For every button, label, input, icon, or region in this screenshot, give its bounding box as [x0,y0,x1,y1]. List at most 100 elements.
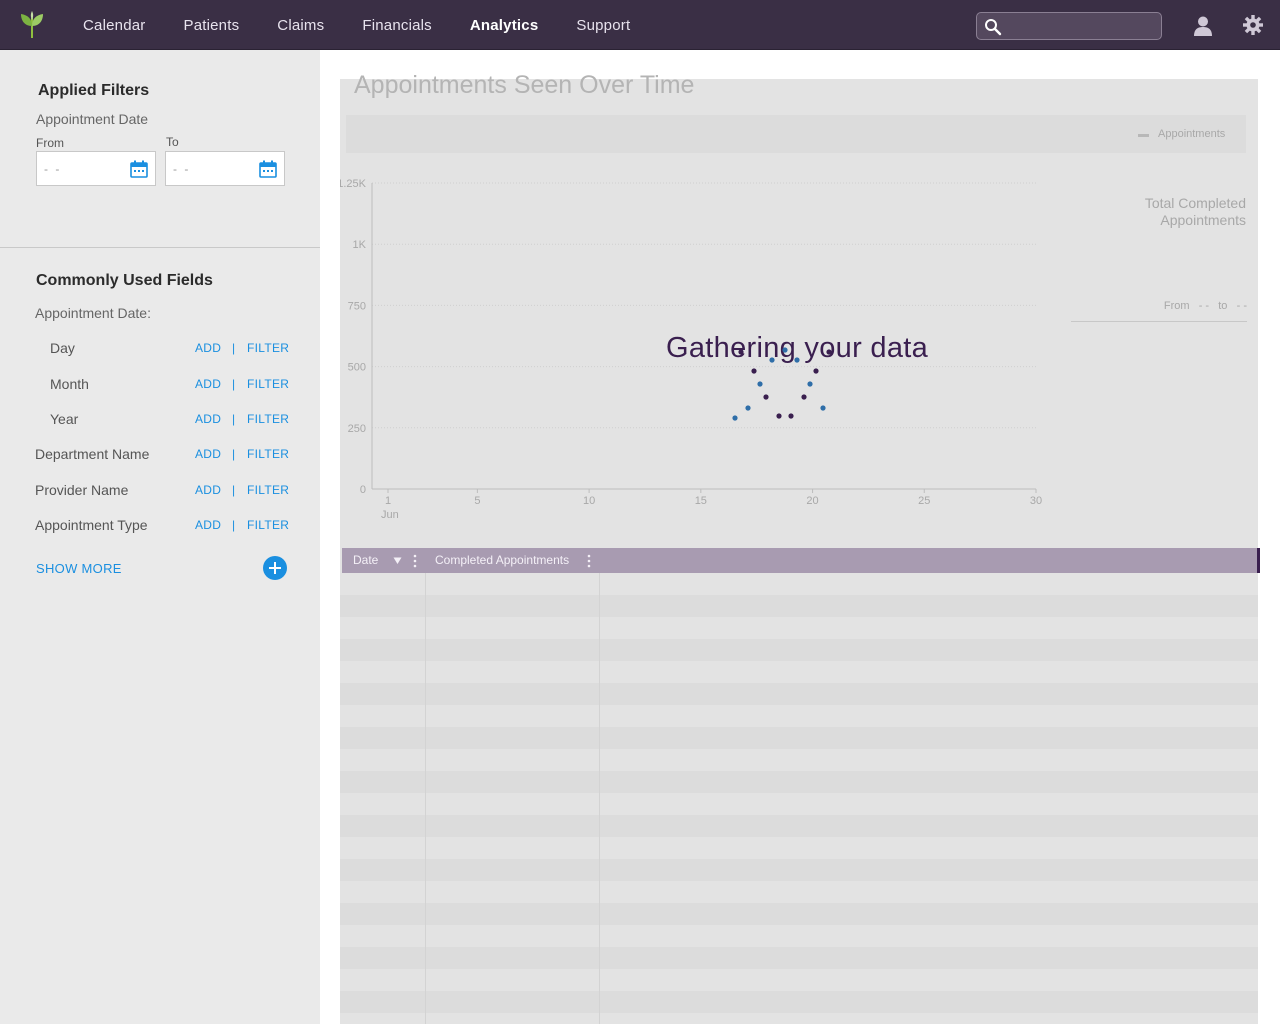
range-to-label: to [1218,300,1228,312]
column-header-date[interactable]: Date [353,553,379,567]
field-label-department-name: Department Name [35,446,150,462]
filter-button[interactable]: FILTER [247,447,290,461]
table-row [340,595,1258,617]
column-menu-icon[interactable] [585,554,593,568]
filter-button[interactable]: FILTER [247,412,290,426]
table-row [340,749,1258,771]
filter-button[interactable]: FILTER [247,377,290,391]
table-row [340,639,1258,661]
spinner-dot [769,357,775,363]
spinner-dot [763,394,769,400]
leaf-logo-icon[interactable] [18,10,46,40]
user-icon[interactable] [1192,15,1214,37]
nav-link-financials[interactable]: Financials [362,16,432,34]
field-label-month: Month [50,376,89,392]
spinner-dot [826,349,832,355]
total-completed-line1: Total Completed [1144,195,1246,211]
spinner-dot [788,413,794,419]
filter-button[interactable]: FILTER [247,341,290,355]
action-separator: | [232,483,236,497]
search-input[interactable] [1005,15,1155,37]
x-tick-label: 1 [385,495,391,507]
spinner-dot [732,415,738,421]
commonly-used-fields-title: Commonly Used Fields [36,272,213,289]
add-field-button[interactable] [263,556,287,580]
action-separator: | [232,518,236,532]
table-row [340,947,1258,969]
nav-link-patients[interactable]: Patients [183,16,240,34]
x-month-label: Jun [381,509,399,520]
spinner-dot [820,405,826,411]
legend-swatch [1138,134,1149,137]
top-navigation-bar: Calendar Patients Claims Financials Analytic… [0,0,1280,50]
analytics-main: Appointments Seen Over Time Appointments… [320,50,1280,1024]
column-header-completed-appointments[interactable]: Completed Appointments [435,553,570,567]
table-row [340,903,1258,925]
y-tick-label: 1.25K [340,178,367,190]
y-tick-label: 750 [348,300,366,312]
to-date-value: - - [173,162,191,176]
nav-link-support[interactable]: Support [576,16,631,34]
y-tick-label: 500 [348,362,366,374]
x-tick-label: 30 [1030,495,1042,507]
field-label-day: Day [50,340,75,356]
range-to-value: - - [1236,300,1247,312]
x-tick-label: 20 [806,495,818,507]
action-separator: | [232,341,236,355]
gear-icon[interactable] [1243,15,1263,35]
add-button[interactable]: ADD [195,341,222,355]
loading-spinner-icon [732,347,832,421]
spinner-dot [738,349,744,355]
table-row [340,705,1258,727]
table-row [340,859,1258,881]
nav-links: Calendar Patients Claims Financials Analytic… [64,0,649,50]
filter-button[interactable]: FILTER [247,518,290,532]
search-icon [985,19,1002,36]
sort-desc-icon[interactable] [393,556,402,565]
field-label-year: Year [50,411,79,427]
nav-link-claims[interactable]: Claims [277,16,325,34]
loading-overlay: Appointments Seen Over Time Appointments… [340,71,1260,1024]
table-row [340,881,1258,903]
calendar-icon[interactable] [259,160,277,178]
add-button[interactable]: ADD [195,447,222,461]
sidebar-divider [0,247,320,248]
calendar-icon[interactable] [130,160,148,178]
search-box[interactable] [976,12,1162,40]
table-row [340,991,1258,1013]
applied-filters-title: Applied Filters [38,82,150,99]
table-row [340,815,1258,837]
action-separator: | [232,377,236,391]
from-date-field[interactable]: - - [36,151,156,186]
filter-button[interactable]: FILTER [247,483,290,497]
column-menu-icon[interactable] [411,554,419,568]
x-tick-label: 25 [918,495,930,507]
table-row [340,925,1258,947]
add-button[interactable]: ADD [195,412,222,426]
table-row [340,1013,1258,1024]
spinner-dot [807,381,813,387]
to-date-field[interactable]: - - [165,151,285,186]
appointment-date-group-label: Appointment Date: [35,305,151,321]
spinner-dot [782,347,788,353]
action-separator: | [232,447,236,461]
add-button[interactable]: ADD [195,377,222,391]
field-label-provider-name: Provider Name [35,482,129,498]
nav-link-calendar[interactable]: Calendar [83,16,146,34]
range-from-label: From [1163,300,1190,312]
data-grid-body [340,573,1258,1024]
appointment-date-label: Appointment Date [36,111,149,127]
spinner-dot [776,413,782,419]
y-tick-label: 0 [360,484,366,496]
range-from-value: - - [1198,300,1210,312]
x-tick-label: 15 [695,495,707,507]
legend-label: Appointments [1158,128,1226,140]
show-more-link[interactable]: SHOW MORE [36,561,122,576]
date-range-summary: From - - to - - [1071,300,1247,312]
spinner-dot [813,368,819,374]
nav-link-analytics[interactable]: Analytics [469,16,539,34]
add-button[interactable]: ADD [195,518,222,532]
add-button[interactable]: ADD [195,483,222,497]
filters-sidebar: Applied Filters Appointment Date From To… [0,50,320,1024]
